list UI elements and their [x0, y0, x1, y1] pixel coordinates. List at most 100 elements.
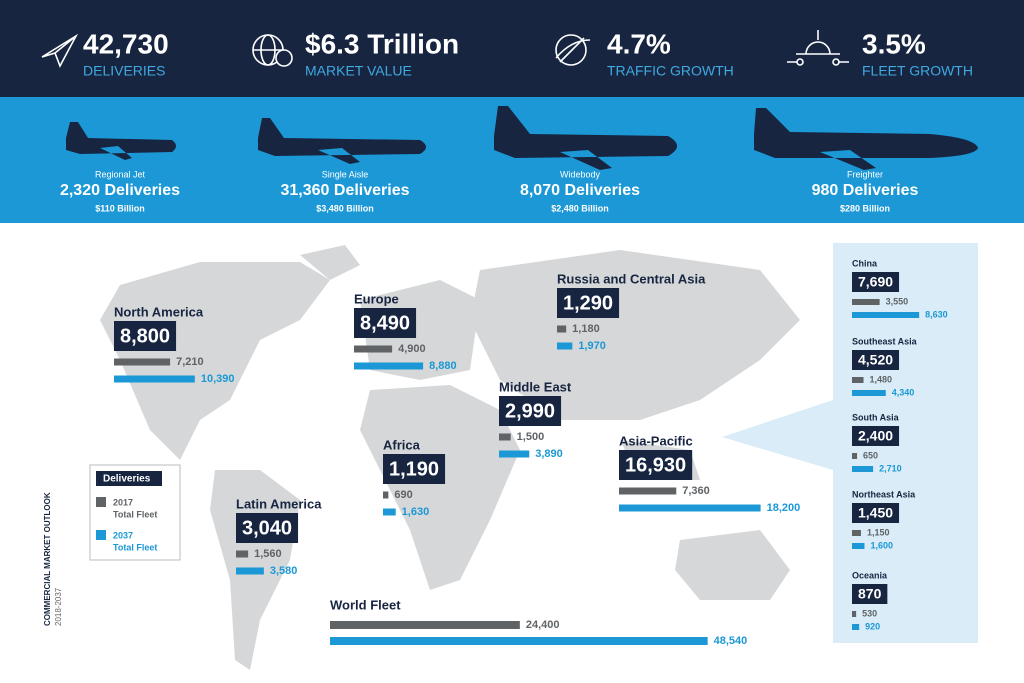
aircraft-silhouettes — [66, 106, 978, 170]
region-name: Middle East — [499, 379, 572, 394]
fleet-value-label: 8,880 — [429, 360, 457, 372]
legend-swatch — [96, 530, 106, 540]
fleet-value-label: 48,540 — [714, 635, 748, 647]
australia-shape — [675, 530, 790, 600]
fleet-value-label: 3,890 — [535, 448, 563, 460]
fleet-bar — [354, 345, 393, 353]
deliveries-box — [114, 321, 177, 351]
region-deliveries: 1,190 — [389, 458, 439, 480]
segment-value: $3,480 Billion — [316, 203, 374, 213]
fleet-bar — [383, 508, 396, 516]
legend-label: Total Fleet — [113, 542, 157, 552]
legend-label: Total Fleet — [113, 509, 157, 519]
fleet-bar — [330, 621, 520, 629]
fleet-bar — [557, 342, 573, 350]
fleet-value-label: 7,210 — [176, 356, 204, 368]
fleet-bar — [236, 567, 264, 575]
fleet-icon — [787, 30, 849, 63]
fleet-value-label: 8,630 — [925, 309, 948, 319]
fleet-value-label: 1,600 — [870, 540, 893, 550]
fleet-bar — [852, 453, 858, 459]
deliveries-box — [499, 396, 562, 426]
paper-plane-icon — [41, 33, 79, 68]
fleet-value-label: 1,970 — [578, 340, 606, 352]
region-name: Northeast Asia — [852, 489, 916, 499]
fleet-value-label: 3,550 — [886, 296, 909, 306]
deliveries-box — [383, 454, 446, 484]
stat-label: MARKET VALUE — [305, 63, 412, 79]
region-deliveries: 2,400 — [858, 428, 893, 444]
deliveries-box — [354, 308, 417, 338]
region-name: Africa — [383, 437, 421, 452]
deliveries-box — [852, 584, 888, 604]
fleet-value-label: 1,180 — [572, 323, 600, 335]
fleet-bar — [852, 390, 886, 396]
stat-value: $6.3 Trillion — [305, 28, 459, 59]
segment-name: Widebody — [560, 169, 601, 179]
deliveries-box — [852, 426, 900, 446]
greenland-shape — [300, 245, 360, 280]
segment-deliveries: 8,070 Deliveries — [520, 182, 640, 199]
fleet-bar — [852, 543, 865, 549]
traffic-icon-plane — [555, 37, 591, 63]
fleet-bar — [852, 530, 861, 536]
fleet-value-label: 10,390 — [201, 373, 235, 385]
segment-name: Freighter — [847, 169, 883, 179]
region-name: Europe — [354, 291, 399, 306]
fleet-value-label: 7,360 — [682, 485, 710, 497]
region-name: Latin America — [236, 496, 322, 511]
fleet-value-label: 18,200 — [767, 502, 801, 514]
segment-value: $2,480 Billion — [551, 203, 609, 213]
single-aisle-silhouette — [258, 118, 426, 164]
segment-value: $110 Billion — [95, 203, 145, 213]
fleet-value-label: 690 — [394, 489, 412, 501]
callout-pointer — [722, 400, 833, 470]
region-deliveries: 1,450 — [858, 505, 893, 521]
deliveries-box — [852, 350, 900, 370]
fleet-value-label: 3,580 — [270, 565, 298, 577]
fleet-bar — [852, 299, 880, 305]
world-map — [100, 245, 800, 670]
deliveries-box — [852, 503, 900, 523]
deliveries-box — [557, 288, 620, 318]
deliveries-box — [619, 450, 693, 480]
side-title: COMMERCIAL MARKET OUTLOOK — [43, 492, 52, 626]
fleet-bar — [619, 504, 761, 512]
fleet-bar — [114, 358, 171, 366]
freighter-silhouette — [754, 108, 978, 170]
region-deliveries: 3,040 — [242, 517, 292, 539]
stat-label: TRAFFIC GROWTH — [607, 63, 734, 79]
region-name: Oceania — [852, 570, 888, 580]
fleet-bar — [330, 637, 708, 645]
europe-shape — [360, 280, 480, 380]
region-deliveries: 4,520 — [858, 352, 893, 368]
region-deliveries: 1,290 — [563, 292, 613, 314]
fleet-value-label: 920 — [865, 621, 880, 631]
fleet-bar — [114, 375, 195, 383]
stat-value: 4.7% — [607, 28, 671, 59]
region-name: Asia-Pacific — [619, 433, 693, 448]
deliveries-box — [852, 272, 900, 292]
region-name: China — [852, 258, 878, 268]
header-band — [0, 0, 1024, 97]
traffic-icon — [555, 34, 587, 66]
stat-value: 42,730 — [83, 28, 169, 59]
region-name: South Asia — [852, 412, 900, 422]
fleet-bar — [852, 624, 860, 630]
africa-shape — [360, 385, 520, 590]
fleet-value-label: 4,340 — [892, 387, 915, 397]
fleet-value-label: 4,900 — [398, 343, 426, 355]
fleet-bar — [354, 362, 424, 370]
fleet-value-label: 1,500 — [517, 431, 545, 443]
segment-deliveries: 31,360 Deliveries — [281, 182, 410, 199]
fleet-icon-engine — [796, 58, 804, 66]
legend-swatch — [96, 497, 106, 507]
fleet-value-label: 1,150 — [867, 527, 890, 537]
side-years: 2018-2037 — [54, 587, 63, 626]
legend-year: 2037 — [113, 530, 133, 540]
stat-label: DELIVERIES — [83, 63, 165, 79]
fleet-value-label: 2,710 — [879, 463, 902, 473]
fleet-icon-engine — [832, 58, 840, 66]
legend-year: 2017 — [113, 497, 133, 507]
asia-shape — [470, 250, 800, 420]
